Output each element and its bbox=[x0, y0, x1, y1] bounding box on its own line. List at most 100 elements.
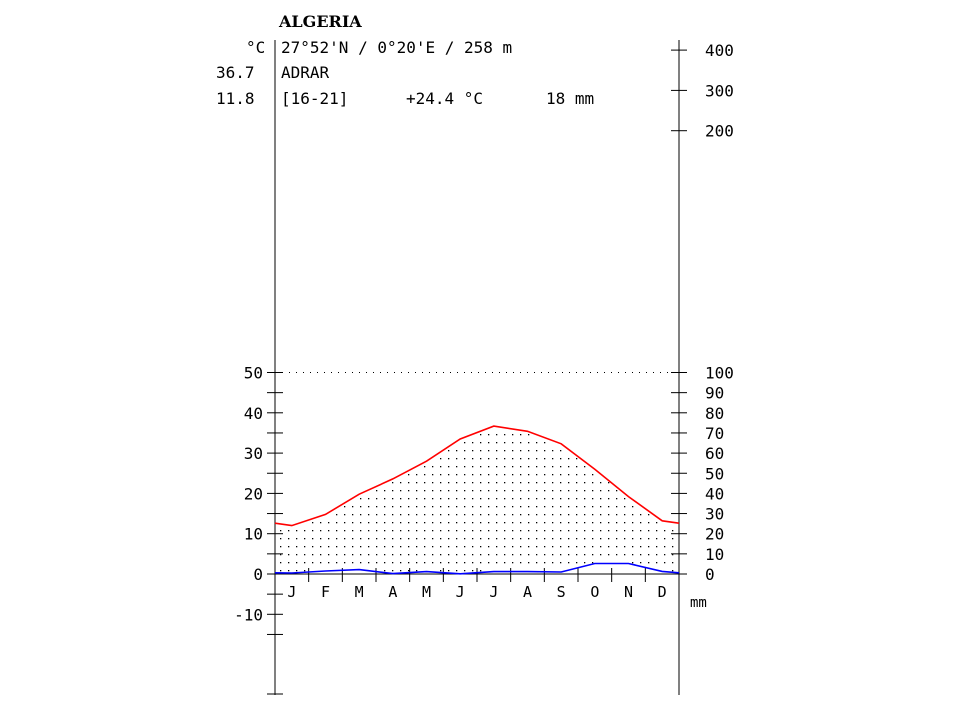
arid-dot bbox=[472, 562, 474, 564]
arid-dot bbox=[448, 474, 450, 476]
tick-labels: -100102030405001020304050607080901002003… bbox=[234, 41, 734, 624]
arid-dot bbox=[632, 546, 634, 548]
arid-dot bbox=[672, 570, 674, 572]
arid-dot bbox=[608, 546, 610, 548]
arid-dot bbox=[448, 466, 450, 468]
arid-dot bbox=[424, 546, 426, 548]
arid-dot bbox=[480, 554, 482, 556]
arid-dot bbox=[576, 554, 578, 556]
arid-dot bbox=[584, 562, 586, 564]
arid-dot bbox=[640, 546, 642, 548]
arid-dot bbox=[552, 466, 554, 468]
arid-dot bbox=[464, 514, 466, 516]
arid-dot bbox=[336, 554, 338, 556]
right-tick-label: 200 bbox=[705, 122, 734, 141]
month-label: M bbox=[355, 583, 364, 601]
arid-dot bbox=[440, 522, 442, 524]
arid-dot bbox=[352, 546, 354, 548]
arid-dot bbox=[536, 562, 538, 564]
month-label: A bbox=[523, 583, 532, 601]
arid-dot bbox=[432, 474, 434, 476]
station-name: ADRAR bbox=[281, 63, 330, 82]
arid-dot bbox=[288, 570, 290, 572]
arid-dot bbox=[496, 506, 498, 508]
arid-dot bbox=[672, 538, 674, 540]
arid-dot bbox=[512, 434, 514, 436]
arid-dot bbox=[312, 562, 314, 564]
arid-dot bbox=[440, 482, 442, 484]
arid-dot bbox=[536, 554, 538, 556]
arid-dot bbox=[368, 554, 370, 556]
arid-dot bbox=[656, 530, 658, 532]
left-tick-label: 40 bbox=[244, 404, 263, 423]
arid-dot bbox=[384, 554, 386, 556]
axes bbox=[274, 40, 680, 695]
arid-dot bbox=[376, 506, 378, 508]
arid-dot bbox=[520, 522, 522, 524]
arid-dot bbox=[448, 514, 450, 516]
left-tick-label: 0 bbox=[253, 565, 263, 584]
arid-dot bbox=[440, 498, 442, 500]
arid-dot bbox=[512, 474, 514, 476]
arid-dot bbox=[592, 490, 594, 492]
temperature-line bbox=[274, 425, 680, 527]
arid-dot bbox=[392, 490, 394, 492]
arid-dot bbox=[536, 522, 538, 524]
arid-dot bbox=[368, 506, 370, 508]
arid-dot bbox=[536, 498, 538, 500]
arid-dot bbox=[520, 538, 522, 540]
arid-dot bbox=[416, 482, 418, 484]
right-tick-label: 10 bbox=[705, 545, 724, 564]
arid-dot bbox=[560, 482, 562, 484]
arid-dot bbox=[336, 562, 338, 564]
month-label: J bbox=[287, 583, 296, 601]
arid-dot bbox=[416, 506, 418, 508]
arid-dot bbox=[568, 530, 570, 532]
arid-dot bbox=[496, 474, 498, 476]
arid-dot bbox=[528, 522, 530, 524]
arid-dot bbox=[400, 522, 402, 524]
arid-dot bbox=[488, 458, 490, 460]
arid-dot bbox=[496, 442, 498, 444]
arid-dot bbox=[496, 458, 498, 460]
arid-dot bbox=[472, 450, 474, 452]
arid-dot bbox=[472, 530, 474, 532]
arid-dot bbox=[424, 538, 426, 540]
arid-dot bbox=[656, 538, 658, 540]
arid-dot bbox=[352, 554, 354, 556]
right-tick-label: 100 bbox=[705, 364, 734, 383]
arid-dot bbox=[392, 482, 394, 484]
arid-dot bbox=[648, 522, 650, 524]
arid-dot bbox=[456, 474, 458, 476]
arid-dot bbox=[536, 546, 538, 548]
arid-dot bbox=[576, 506, 578, 508]
arid-dot bbox=[512, 450, 514, 452]
arid-dot bbox=[432, 498, 434, 500]
arid-dot bbox=[464, 562, 466, 564]
arid-dot bbox=[344, 530, 346, 532]
arid-dot bbox=[568, 538, 570, 540]
arid-dot bbox=[608, 530, 610, 532]
arid-dot bbox=[392, 522, 394, 524]
arid-dot bbox=[504, 530, 506, 532]
arid-dot bbox=[496, 482, 498, 484]
arid-dot bbox=[568, 522, 570, 524]
arid-dot bbox=[648, 538, 650, 540]
arid-dot bbox=[528, 506, 530, 508]
arid-dot bbox=[320, 546, 322, 548]
arid-dot bbox=[400, 562, 402, 564]
arid-dot bbox=[408, 490, 410, 492]
arid-dot bbox=[384, 514, 386, 516]
arid-dot bbox=[352, 562, 354, 564]
arid-dot bbox=[400, 498, 402, 500]
arid-dot bbox=[280, 530, 282, 532]
arid-dot bbox=[600, 554, 602, 556]
arid-dot bbox=[336, 514, 338, 516]
right-tick-label: 400 bbox=[705, 41, 734, 60]
arid-dot bbox=[568, 490, 570, 492]
arid-dot bbox=[488, 434, 490, 436]
arid-dot bbox=[456, 498, 458, 500]
arid-dot bbox=[448, 546, 450, 548]
arid-dot bbox=[320, 554, 322, 556]
